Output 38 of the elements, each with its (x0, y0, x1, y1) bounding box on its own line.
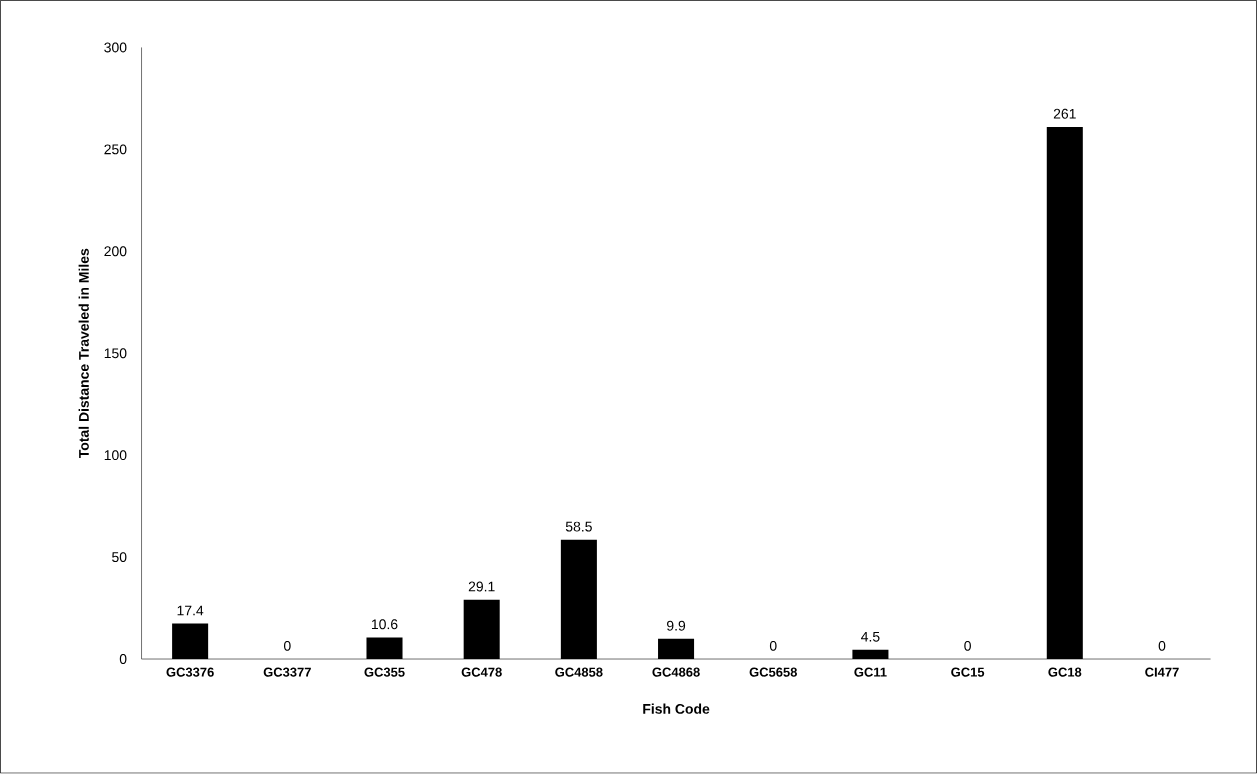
y-axis-title: Total Distance Traveled in Miles (78, 249, 89, 459)
x-tick-label: GC3376 (166, 667, 214, 677)
y-tick-label: 250 (104, 144, 127, 155)
bar (852, 650, 889, 660)
x-tick-label: GC15 (951, 667, 985, 677)
data-label: 0 (964, 641, 971, 652)
bar (1046, 127, 1083, 660)
x-axis-title: Fish Code (643, 703, 710, 715)
data-label: 58.5 (565, 521, 592, 532)
data-label: 0 (283, 641, 291, 652)
x-tick-label: GC5658 (749, 667, 797, 677)
y-tick-label: 300 (104, 42, 127, 53)
data-label: 10.6 (371, 619, 398, 630)
x-tick-label: GC11 (854, 667, 887, 677)
bar (560, 539, 597, 660)
x-tick-label: GC3377 (263, 667, 311, 677)
x-tick-label: GC355 (364, 667, 405, 677)
x-tick-label: GC4868 (652, 667, 700, 677)
bar (172, 623, 209, 660)
y-tick-label: 50 (112, 552, 127, 563)
bar (463, 599, 500, 660)
x-tick-label: GC478 (461, 667, 502, 677)
x-tick-label: CI477 (1145, 667, 1179, 677)
bar (366, 637, 403, 660)
y-tick-label: 200 (104, 246, 127, 257)
data-label: 9.9 (667, 620, 686, 631)
y-tick-label: 0 (119, 654, 127, 665)
data-label: 29.1 (468, 581, 495, 592)
y-tick-label: 100 (104, 450, 127, 461)
data-label: 17.4 (177, 605, 204, 616)
x-tick-label: GC18 (1048, 667, 1082, 677)
data-label: 4.5 (861, 632, 880, 642)
data-label: 0 (769, 641, 777, 652)
y-tick-label: 150 (104, 348, 127, 359)
x-tick-label: GC4858 (555, 667, 603, 677)
data-label: 0 (1158, 641, 1166, 652)
bar (658, 639, 695, 660)
data-label: 261 (1053, 109, 1076, 119)
